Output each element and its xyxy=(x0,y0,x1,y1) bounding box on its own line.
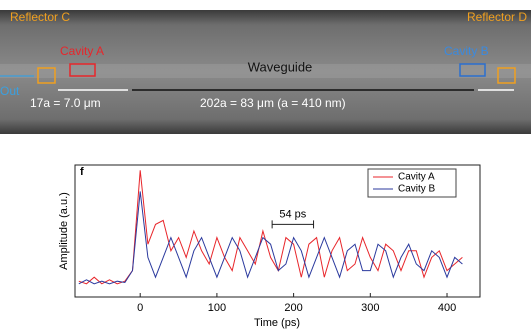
x-tick-label: 200 xyxy=(284,302,302,314)
x-tick-label: 400 xyxy=(438,302,456,314)
figure: Reflector C Reflector D Cavity A Cavity … xyxy=(0,0,531,330)
label: Cavity B xyxy=(444,44,489,58)
x-tick-label: 0 xyxy=(137,302,143,314)
micrograph: Reflector C Reflector D Cavity A Cavity … xyxy=(0,10,531,134)
annotation: 54 ps xyxy=(279,208,306,220)
label: 17a = 7.0 μm xyxy=(30,96,101,110)
x-axis-title: Time (ps) xyxy=(254,317,300,329)
label: Out xyxy=(0,84,20,98)
label: Reflector C xyxy=(10,10,70,24)
x-tick-label: 300 xyxy=(361,302,379,314)
legend-label: Cavity A xyxy=(398,172,435,183)
panel-label: f xyxy=(80,166,84,178)
y-axis-title: Amplitude (a.u.) xyxy=(58,192,70,270)
bracket xyxy=(272,220,313,228)
legend-label: Cavity B xyxy=(398,184,436,195)
label: Waveguide xyxy=(248,59,313,74)
series-line xyxy=(79,191,463,283)
x-tick-label: 100 xyxy=(208,302,226,314)
label: Reflector D xyxy=(467,10,527,24)
label: 202a = 83 μm (a = 410 nm) xyxy=(200,96,346,110)
label: Cavity A xyxy=(60,44,104,58)
